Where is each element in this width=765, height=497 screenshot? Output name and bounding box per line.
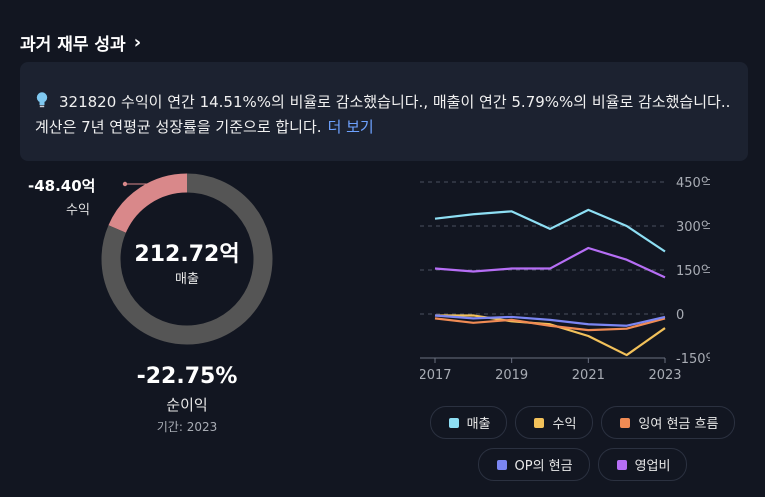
y-tick-label: 450억 — [676, 176, 710, 191]
net-margin-label: 순이익 — [166, 396, 208, 414]
legend: 매출 수익 잉여 현금 흐름 OP의 현금 영업비 — [410, 406, 755, 481]
legend-item[interactable]: 매출 — [429, 406, 508, 439]
legend-swatch — [620, 417, 631, 428]
lightbulb-icon — [36, 92, 48, 108]
legend-label: 영업비 — [634, 459, 671, 474]
callout-label: 수익 — [66, 203, 90, 218]
x-tick-label: 2023 — [648, 368, 681, 383]
legend-label: 매출 — [466, 417, 491, 432]
legend-swatch — [616, 459, 627, 470]
x-tick-label: 2019 — [495, 368, 528, 383]
y-tick-label: 300억 — [676, 220, 710, 235]
donut-slice-earnings — [108, 173, 188, 234]
insight-text: 321820 수익이 연간 14.51%%의 비율로 감소했습니다., 매출이 … — [35, 93, 731, 136]
legend-item[interactable]: OP의 현금 — [477, 448, 590, 481]
series-line-0 — [434, 208, 666, 253]
period-label: 기간: 2023 — [156, 420, 218, 434]
read-more-link[interactable]: 더 보기 — [327, 118, 374, 136]
legend-item[interactable]: 영업비 — [597, 448, 688, 481]
legend-label: 수익 — [552, 417, 577, 432]
donut-center: 212.72억 매출 — [100, 236, 274, 287]
legend-swatch — [496, 459, 507, 470]
insight-box: 321820 수익이 연간 14.51%%의 비율로 감소했습니다., 매출이 … — [20, 62, 748, 161]
donut-center-value: 212.72억 — [134, 242, 240, 267]
legend-item[interactable]: 수익 — [515, 406, 594, 439]
series-line-2 — [434, 317, 666, 332]
y-tick-label: 150억 — [676, 264, 710, 279]
series-line-1 — [435, 314, 666, 357]
donut-chart — [101, 173, 273, 345]
series-line-3 — [434, 314, 666, 327]
callout-value: -48.40억 — [28, 177, 96, 195]
legend-label: 잉여 현금 흐름 — [638, 417, 719, 432]
line-chart: 450억 300억 150억 0 -150억 2017 2019 2021 2023 — [420, 176, 710, 383]
x-tick-label: 2021 — [572, 368, 605, 383]
net-margin-value: -22.75% — [136, 364, 238, 389]
section-title: 과거 재무 성과 — [20, 35, 126, 55]
legend-label: OP의 현금 — [514, 459, 573, 474]
donut-center-label: 매출 — [175, 272, 199, 287]
section-header[interactable]: 과거 재무 성과 › — [20, 30, 141, 55]
chevron-right-icon: › — [133, 32, 142, 53]
legend-swatch — [534, 417, 545, 428]
series-line-4 — [434, 246, 666, 279]
x-tick-label: 2017 — [420, 368, 452, 383]
donut-slice-revenue — [101, 173, 273, 345]
y-tick-label: -150억 — [676, 352, 710, 367]
legend-item[interactable]: 잉여 현금 흐름 — [601, 406, 736, 439]
legend-swatch — [448, 417, 459, 428]
y-tick-label: 0 — [676, 308, 684, 323]
